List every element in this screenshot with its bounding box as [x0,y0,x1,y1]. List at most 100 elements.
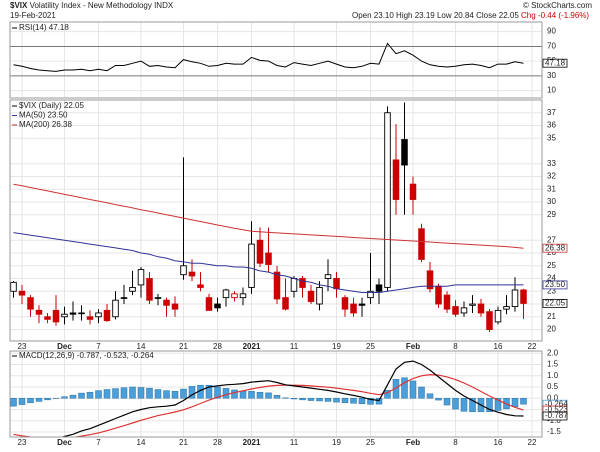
candle-body [198,285,204,288]
candle-body [351,304,357,313]
x-tick-label: 8 [453,342,458,351]
histogram-bar [147,388,153,398]
candle-body [172,304,178,309]
histogram-bar [28,398,34,403]
histogram-bar [19,398,25,404]
value-box-label: 22.05 [545,298,566,307]
histogram-bar [325,398,331,401]
x-tick-label: 11 [290,342,299,351]
histogram-bar [512,398,518,407]
candle-body [453,307,459,315]
histogram-bar [342,398,348,403]
histogram-bar [359,398,365,403]
x-tick-label: 19 [332,342,341,351]
panel-frame [10,100,542,341]
x-tick-label: 16 [494,438,503,447]
candle-body [249,244,255,287]
chart-header-title: $VIX Volatility Index - New Methodology … [10,1,174,10]
y-tick-label: 25 [547,261,556,270]
candle-body [521,290,527,303]
y-tick-label: 90 [547,27,556,36]
histogram-bar [317,398,323,401]
instrument-name: Volatility Index - New Methodology INDX [30,1,174,10]
y-tick-label: 32 [547,172,556,181]
legend-name: $VIX (Daily) [19,101,62,110]
histogram-bar [419,387,425,398]
x-tick-label: 25 [366,438,375,447]
x-tick-label: Dec [57,342,72,351]
value-box-label: 26.38 [545,243,566,252]
candle-body [487,312,493,330]
candle-body [257,240,263,263]
x-tick-label: 21 [179,342,188,351]
symbol: $VIX [10,1,28,10]
candle-body [504,307,510,310]
legend-value: 23.50 [47,111,68,120]
credit: © StockCharts.com [523,1,592,10]
y-tick-label: 36 [547,121,556,130]
candle-body [121,298,127,299]
x-tick-label: 7 [96,342,101,351]
candle-body [291,279,297,292]
histogram-bar [45,398,51,400]
histogram-bar [257,392,263,398]
candle-body [385,113,391,288]
histogram-bar [410,381,416,398]
candle-body [155,298,161,299]
histogram-bar [300,398,306,400]
candle-body [87,317,93,320]
line-series [14,43,524,71]
histogram-bar [36,398,42,401]
histogram-bar [376,398,382,404]
histogram-bar [223,388,229,398]
candle-body [436,286,442,304]
candle-body [478,304,484,313]
candle-body [79,313,85,314]
x-tick-label: 25 [366,342,375,351]
y-tick-label: 35 [547,133,556,142]
candle-body [359,304,365,305]
candle-body [181,266,187,275]
histogram-bar [444,398,450,405]
candle-body [45,317,51,320]
x-tick-label: 2021 [243,342,261,351]
histogram-bar [87,392,93,398]
histogram-bar [121,388,127,399]
date: 19-Feb-2021 [10,11,56,20]
x-tick-label: 16 [494,342,503,351]
plot-area [11,103,527,333]
candle-body [104,310,110,320]
legend-value: 47.18 [49,23,70,32]
y-tick-label: 0.5 [547,382,559,391]
histogram-bar [436,398,442,400]
plot-area [14,43,524,71]
histogram-bar [240,391,246,398]
candle-body [138,270,144,285]
candle-body [164,300,170,305]
y-tick-label: 30 [547,197,556,206]
legend-name: MA(200) [19,120,50,129]
legend-value: 22.05 [64,101,85,110]
legend-name: MA(50) [19,111,46,120]
histogram-bar [181,389,187,398]
x-tick-label: 14 [137,342,146,351]
histogram-bar [351,398,357,403]
candle-body [96,313,102,317]
y-tick-label: -1.5 [547,427,561,436]
candle-body [189,272,195,276]
x-tick-label: 22 [528,438,537,447]
candle-body [410,184,416,199]
x-tick-label: 28 [213,438,222,447]
candle-body [240,294,246,298]
histogram-bar [334,398,340,402]
candle-body [62,314,68,317]
legend-name: RSI(14) [19,23,47,32]
histogram-bar [130,387,136,398]
y-tick-label: 29 [547,210,556,219]
candle-body [223,290,229,298]
value-box-label: -0.787 [545,411,568,420]
histogram-bar [172,391,178,398]
legend-entry: RSI(14) 47.18 [19,23,69,32]
